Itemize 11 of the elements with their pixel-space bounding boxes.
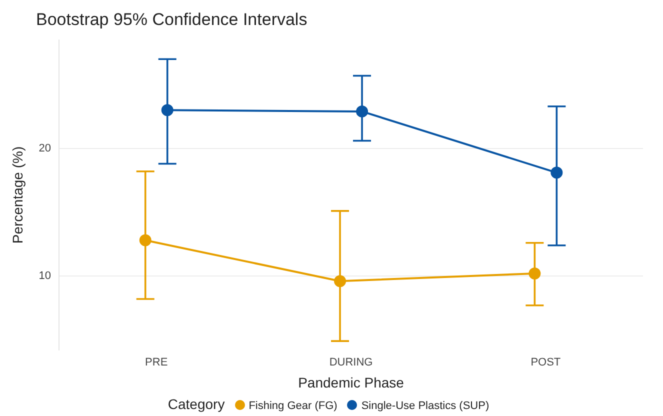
- y-axis-title: Percentage (%): [9, 146, 26, 244]
- y-tick-label: 20: [38, 142, 52, 154]
- x-axis-title: Pandemic Phase: [298, 374, 404, 390]
- legend-label: Single-Use Plastics (SUP): [361, 400, 490, 412]
- y-tick-label: 10: [38, 270, 52, 282]
- chart-title: Bootstrap 95% Confidence Intervals: [36, 10, 308, 30]
- legend-title: Category: [168, 396, 225, 412]
- x-tick-label: DURING: [329, 356, 373, 369]
- legend-label: Fishing Gear (FG): [248, 400, 338, 412]
- x-tick-label: POST: [530, 356, 561, 369]
- x-tick-label: PRE: [145, 356, 168, 369]
